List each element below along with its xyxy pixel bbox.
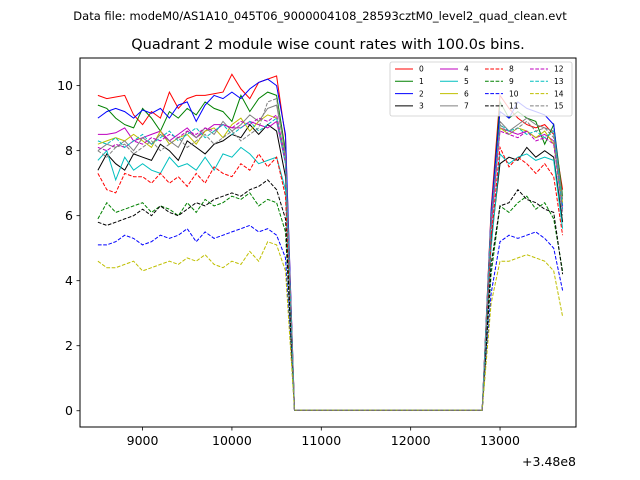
series-line-4: [97, 120, 564, 411]
series-line-14: [97, 241, 564, 411]
legend-box: [389, 61, 573, 117]
series-line-15: [97, 97, 564, 411]
y-tick-label: 6: [65, 208, 73, 223]
x-tick-label: 13000: [480, 433, 520, 448]
series-line-10: [97, 224, 564, 411]
x-tick-label: 10000: [212, 433, 252, 448]
series-line-2: [97, 78, 564, 411]
y-tick-label: 8: [65, 143, 73, 158]
x-offset-label: +3.48e8: [522, 454, 576, 469]
legend-label-0: 0: [419, 65, 424, 74]
legend-label-1: 1: [419, 77, 424, 86]
legend-label-10: 10: [509, 89, 519, 98]
y-tick-label: 2: [65, 338, 73, 353]
x-tick-label: 12000: [391, 433, 431, 448]
x-axis: 9000 10000 11000 12000 13000: [127, 427, 520, 448]
plot-series: [97, 73, 564, 411]
y-tick-label: 4: [65, 273, 73, 288]
legend-label-15: 15: [554, 102, 564, 111]
legend-label-6: 6: [464, 89, 469, 98]
axes-frame: [79, 57, 577, 428]
legend-label-2: 2: [419, 89, 424, 98]
series-line-12: [97, 114, 564, 411]
series-line-0: [97, 73, 564, 411]
series-line-3: [97, 123, 564, 411]
legend-label-8: 8: [509, 65, 514, 74]
legend-label-9: 9: [509, 77, 514, 86]
legend-label-12: 12: [554, 65, 564, 74]
legend-label-14: 14: [554, 89, 564, 98]
legend-label-11: 11: [509, 102, 519, 111]
legend-label-3: 3: [419, 102, 424, 111]
legend-label-5: 5: [464, 77, 469, 86]
x-tick-label: 9000: [127, 433, 159, 448]
legend-label-7: 7: [464, 102, 469, 111]
suptitle: Data file: modeM0/AS1A10_045T06_90000041…: [73, 9, 567, 23]
legend-label-13: 13: [554, 77, 564, 86]
y-tick-label: 0: [65, 403, 73, 418]
legend-label-4: 4: [464, 65, 469, 74]
series-line-6: [97, 114, 564, 411]
y-axis: 0 2 4 6 8 10: [57, 78, 80, 418]
chart-title: Quadrant 2 module wise count rates with …: [131, 37, 525, 53]
x-tick-label: 11000: [301, 433, 341, 448]
y-tick-label: 10: [57, 78, 73, 93]
